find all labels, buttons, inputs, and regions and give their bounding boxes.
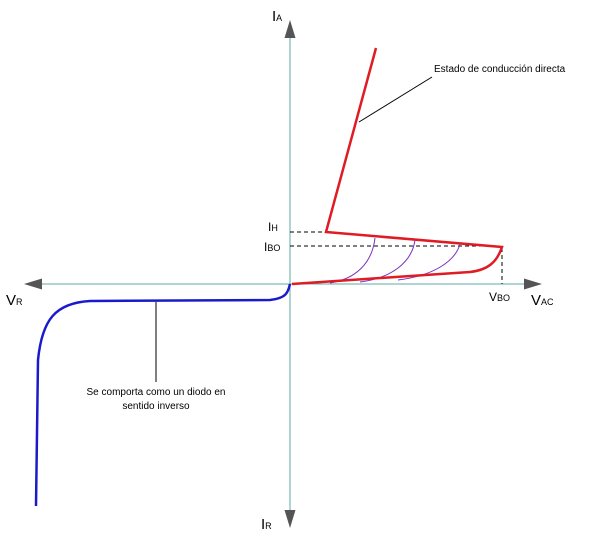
vac-label-sub: AC: [541, 297, 554, 307]
reverse-characteristic-curve: [34, 283, 292, 507]
vr-label-sub: R: [16, 297, 23, 307]
reverse-state-line-1: Se comporta como un diodo en: [86, 387, 226, 398]
ir-label-main: I: [261, 516, 266, 533]
forward-state-annotation: Estado de conducción directa: [434, 64, 566, 75]
vac-axis-label: VAC: [531, 293, 554, 308]
ia-label-sub: A: [276, 13, 283, 23]
ir-label-sub: R: [265, 521, 272, 531]
reverse-state-line-2: sentido inverso: [122, 401, 190, 412]
vbo-label-sub: BO: [497, 293, 511, 303]
ir-axis-arrow: [284, 510, 296, 528]
vbo-label-main: V: [489, 290, 498, 304]
breakover-voltage-label: VBO: [489, 291, 510, 303]
forward-state-leader: [358, 76, 433, 123]
gate-switching-curve: [359, 239, 416, 283]
vr-label-main: V: [6, 292, 17, 309]
breakover-current-label: IBO: [264, 241, 280, 253]
ibo-label-sub: BO: [267, 243, 281, 253]
ih-label-sub: H: [271, 223, 278, 233]
gate-switching-curve: [397, 243, 461, 281]
reverse-state-annotation: Se comporta como un diodo en sentido inv…: [64, 386, 248, 414]
vr-axis-label: VR: [6, 293, 23, 308]
ia-axis-label: IA: [272, 9, 282, 24]
ir-axis-label: IR: [261, 517, 272, 532]
vr-axis-arrow: [24, 278, 42, 290]
ia-axis-arrow: [284, 20, 296, 38]
vac-axis-arrow: [524, 278, 542, 290]
gate-switching-curve: [329, 237, 376, 284]
ih-label-main: I: [268, 220, 272, 234]
vac-label-main: V: [531, 292, 542, 309]
ia-label-main: I: [272, 8, 277, 25]
ibo-label-main: I: [264, 240, 268, 254]
holding-current-label: IH: [268, 221, 278, 233]
forward-characteristic-curve: [291, 47, 504, 286]
